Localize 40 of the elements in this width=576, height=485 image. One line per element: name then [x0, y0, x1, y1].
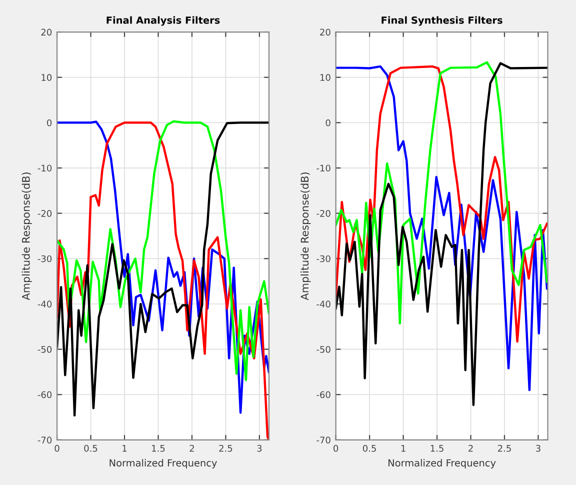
- y-tick-label: -60: [316, 391, 330, 398]
- y-tick-label: -20: [316, 210, 330, 217]
- x-tick-label: 1.5: [152, 445, 165, 452]
- y-tick-label: -20: [38, 210, 52, 217]
- x-tick-label: 0: [334, 444, 338, 452]
- x-tick-label: 2: [190, 444, 194, 452]
- x-tick-label: 1: [122, 445, 127, 452]
- y-axis-title: Amplitude Response(dB): [22, 172, 32, 300]
- y-tick-label: -60: [38, 391, 52, 398]
- x-axis-title: Normalized Frequency: [110, 459, 217, 468]
- chart-title: Final Analysis Filters: [106, 16, 220, 26]
- y-tick-label: 10: [42, 74, 52, 81]
- x-tick-label: 1: [401, 445, 406, 452]
- x-tick-label: 3: [536, 444, 540, 452]
- y-tick-label: -40: [316, 300, 330, 308]
- x-tick-label: 2.5: [219, 444, 232, 452]
- y-tick-label: 0: [47, 119, 52, 126]
- y-tick-label: -50: [38, 346, 52, 353]
- x-tick-label: 2: [468, 444, 473, 452]
- y-tick-label: -70: [38, 436, 52, 444]
- y-tick-label: -30: [316, 255, 330, 262]
- x-axis-title: Normalized Frequency: [388, 459, 496, 468]
- y-tick-label: -10: [38, 164, 52, 172]
- y-tick-label: 20: [320, 28, 330, 36]
- x-tick-label: 3: [257, 444, 262, 452]
- x-tick-label: 0.5: [84, 444, 98, 452]
- x-tick-label: 1.5: [430, 445, 444, 452]
- y-tick-label: -10: [316, 164, 330, 172]
- y-tick-label: -30: [38, 255, 52, 262]
- x-tick-label: 2.5: [498, 444, 511, 452]
- x-tick-label: 0.5: [362, 444, 376, 452]
- chart-title: Final Synthesis Filters: [382, 16, 502, 26]
- y-tick-label: 0: [326, 119, 330, 126]
- y-tick-label: 10: [320, 74, 330, 81]
- y-tick-label: -40: [38, 300, 52, 308]
- y-tick-label: 20: [41, 28, 52, 36]
- y-axis-title: Amplitude Response(dB): [300, 172, 311, 300]
- y-tick-label: -50: [316, 346, 330, 353]
- x-tick-label: 0: [54, 444, 60, 452]
- y-tick-label: -70: [316, 436, 330, 444]
